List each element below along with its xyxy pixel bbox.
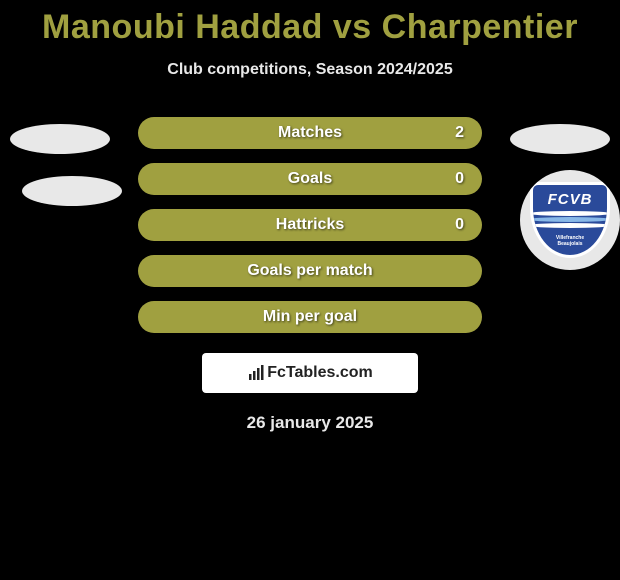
club-badge: FCVB Villefranche Beaujolais [520, 170, 620, 270]
branding-box: FcTables.com [202, 353, 418, 393]
page-subtitle: Club competitions, Season 2024/2025 [0, 61, 620, 79]
branding-text: FcTables.com [267, 364, 373, 382]
footer-date: 26 january 2025 [0, 413, 620, 433]
decor-ellipse [22, 176, 122, 206]
stat-row: Hattricks 0 [138, 209, 482, 241]
badge-text: FCVB [533, 191, 607, 208]
stat-label: Hattricks [276, 216, 344, 234]
decor-ellipse [10, 124, 110, 154]
stat-row: Matches 2 [138, 117, 482, 149]
chart-icon [247, 364, 265, 382]
stat-label: Goals [288, 170, 332, 188]
shield-icon: FCVB Villefranche Beaujolais [530, 182, 610, 258]
badge-subtext: Villefranche Beaujolais [533, 236, 607, 247]
stat-value: 0 [455, 216, 464, 234]
stat-value: 2 [455, 124, 464, 142]
stat-row: Goals 0 [138, 163, 482, 195]
stat-row: Min per goal [138, 301, 482, 333]
stat-value: 0 [455, 170, 464, 188]
stat-row: Goals per match [138, 255, 482, 287]
decor-ellipse [510, 124, 610, 154]
stat-label: Min per goal [263, 308, 357, 326]
stat-label: Matches [278, 124, 342, 142]
stat-label: Goals per match [247, 262, 372, 280]
page-title: Manoubi Haddad vs Charpentier [0, 0, 620, 47]
